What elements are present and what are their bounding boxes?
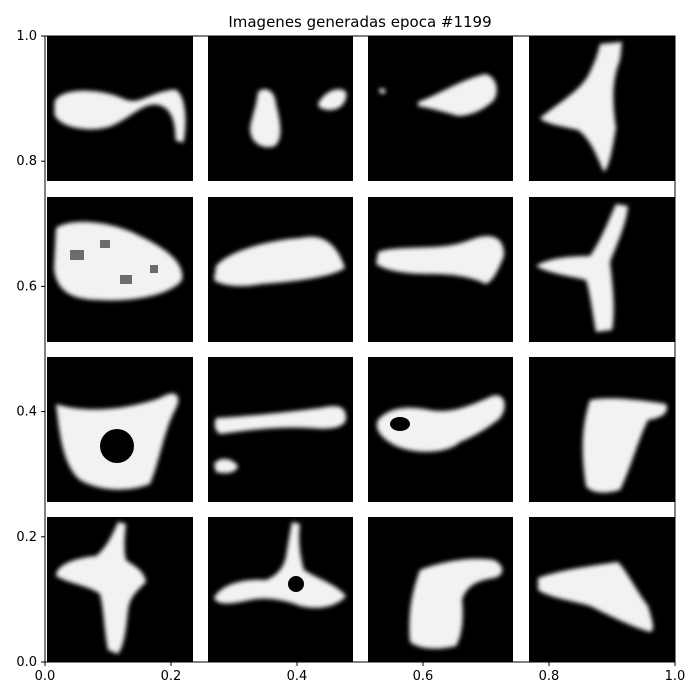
image-tile <box>368 357 513 502</box>
axes-frame <box>44 35 676 663</box>
image-tile <box>47 517 193 662</box>
x-tick-label: 0.2 <box>161 669 182 684</box>
x-tick-label: 0.8 <box>539 669 560 684</box>
image-tile <box>529 197 675 342</box>
x-tick-label: 0.0 <box>35 669 56 684</box>
image-tile <box>208 197 353 342</box>
y-tick-label: 1.0 <box>16 29 37 44</box>
x-axis: 0.0 0.2 0.4 0.6 0.8 1.0 <box>35 662 686 684</box>
y-tick-label: 0.6 <box>16 279 37 294</box>
x-tick-label: 1.0 <box>665 669 686 684</box>
chart-title: Imagenes generadas epoca #1199 <box>228 13 491 31</box>
image-tile <box>368 197 513 342</box>
y-tick-label: 0.0 <box>16 655 37 670</box>
image-tiles <box>47 36 675 662</box>
y-tick-label: 0.2 <box>16 530 37 545</box>
y-tick-label: 0.4 <box>16 405 37 420</box>
image-tile <box>529 357 675 502</box>
image-tile <box>208 517 353 662</box>
image-tile <box>368 36 513 181</box>
image-tile <box>47 36 193 181</box>
image-tile <box>529 517 675 662</box>
image-tile <box>208 357 353 502</box>
x-tick-label: 0.4 <box>287 669 308 684</box>
image-tile <box>529 36 675 181</box>
image-tile <box>368 517 513 662</box>
y-axis: 0.0 0.2 0.4 0.6 0.8 1.0 <box>16 29 45 670</box>
image-tile <box>47 357 193 502</box>
x-tick-label: 0.6 <box>413 669 434 684</box>
image-tile <box>47 197 193 342</box>
y-tick-label: 0.8 <box>16 154 37 169</box>
image-tile <box>208 36 353 181</box>
